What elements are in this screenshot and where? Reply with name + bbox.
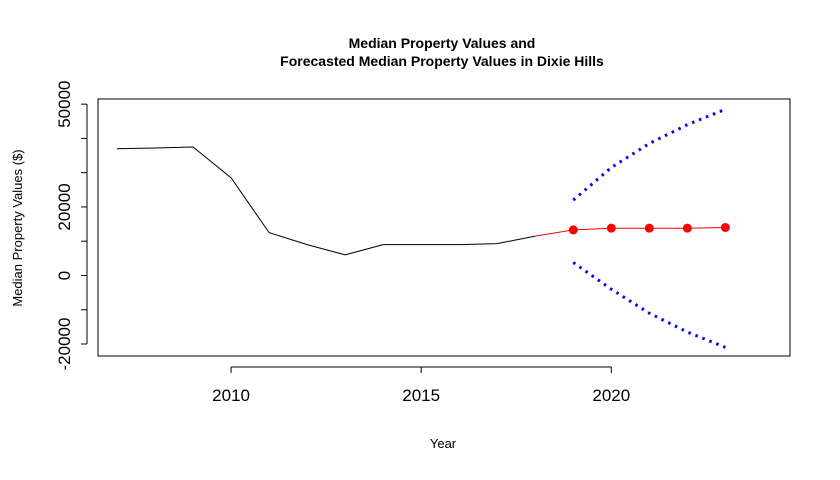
series-line-1 xyxy=(535,227,726,237)
x-axis-label: Year xyxy=(430,436,457,451)
forecast-point xyxy=(720,223,730,232)
series-line-0 xyxy=(116,146,536,256)
y-tick-label: 0 xyxy=(55,271,74,280)
forecast-point xyxy=(644,223,654,233)
series-line-2 xyxy=(572,107,726,202)
chart-title-line1: Median Property Values and xyxy=(349,35,536,51)
y-tick-label: -20000 xyxy=(55,318,74,371)
x-tick-label: 2010 xyxy=(212,386,250,405)
y-tick-label: 20000 xyxy=(55,183,74,230)
chart-title-line2: Forecasted Median Property Values in Dix… xyxy=(280,53,604,69)
y-axis: -20000 0 20000 50000 xyxy=(55,80,88,371)
y-tick-label: 50000 xyxy=(55,80,74,127)
y-axis-label: Median Property Values ($) xyxy=(10,149,25,306)
x-tick-label: 2015 xyxy=(402,386,440,405)
x-tick-label: 2020 xyxy=(592,386,630,405)
forecast-point xyxy=(606,223,616,233)
series-layer xyxy=(116,107,730,349)
plot-area-frame xyxy=(97,98,791,357)
series-line-3 xyxy=(572,261,726,349)
x-axis: 2010 2015 2020 xyxy=(212,366,630,405)
forecast-point xyxy=(568,225,578,235)
forecast-point xyxy=(682,223,692,233)
